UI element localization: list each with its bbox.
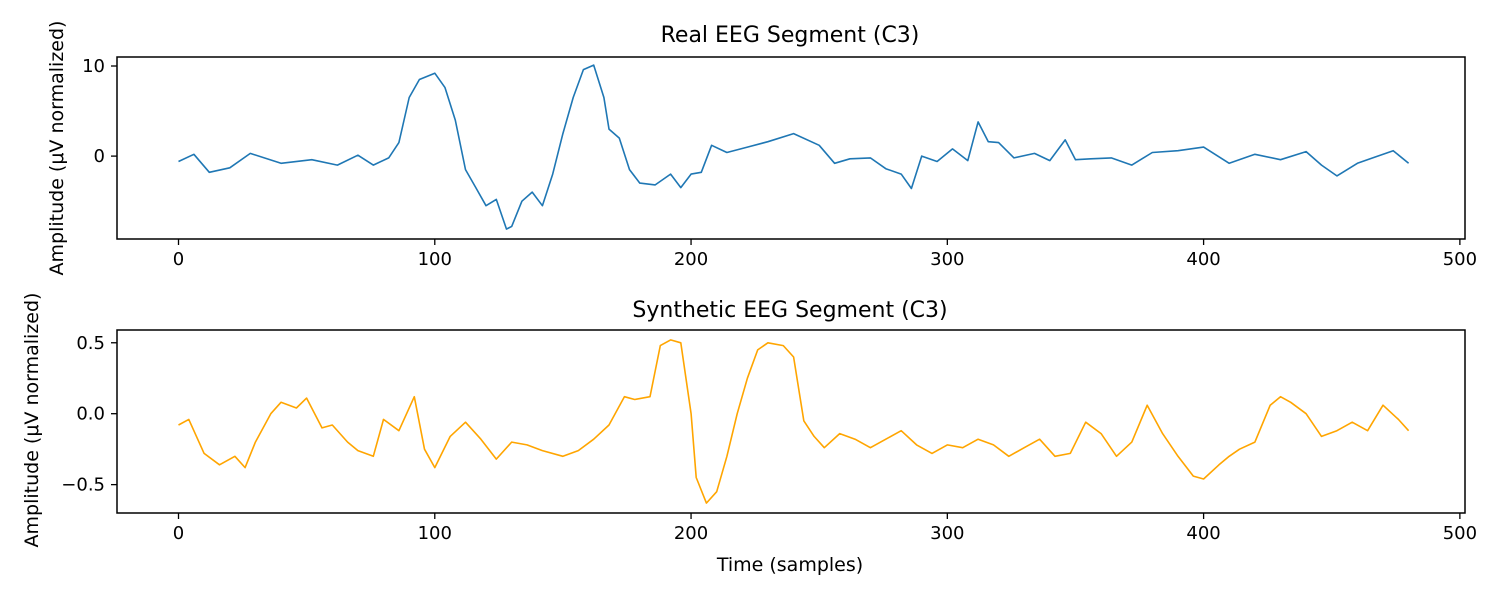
plot-series [178, 64, 1410, 230]
axes-frame [116, 329, 1466, 514]
y-tick-label: 0.0 [76, 404, 105, 425]
y-tick-label: 10 [82, 56, 105, 77]
x-tick-label: 300 [930, 523, 964, 544]
chart-title: Real EEG Segment (C3) [661, 23, 920, 48]
y-tick-label: 0 [94, 146, 105, 167]
x-tick-label: 200 [674, 523, 708, 544]
axis-ticks: 0 100 200 300 400 500 −0.5 0.0 0.5 [61, 333, 1477, 544]
x-tick-label: 0 [173, 249, 184, 270]
axes-frame [116, 56, 1466, 240]
y-axis-label: Amplitude (μV normalized) [46, 21, 68, 276]
x-tick-label: 100 [418, 523, 452, 544]
y-tick-label: −0.5 [61, 475, 105, 496]
x-tick-label: 500 [1443, 249, 1477, 270]
x-tick-label: 500 [1443, 523, 1477, 544]
x-tick-label: 0 [173, 523, 184, 544]
chart-title: Synthetic EEG Segment (C3) [632, 298, 947, 323]
synthetic-eeg-panel: Synthetic EEG Segment (C3) Amplitude (μV… [21, 293, 1477, 576]
y-tick-label: 0.5 [76, 333, 105, 354]
axis-ticks: 0 100 200 300 400 500 0 10 [82, 56, 1477, 270]
x-tick-label: 400 [1186, 523, 1220, 544]
x-tick-label: 200 [674, 249, 708, 270]
real-eeg-panel: Real EEG Segment (C3) Amplitude (μV norm… [46, 21, 1477, 276]
y-axis-label: Amplitude (μV normalized) [21, 293, 43, 548]
plot-series [178, 339, 1410, 504]
x-tick-label: 100 [418, 249, 452, 270]
x-tick-label: 400 [1186, 249, 1220, 270]
series-line [178, 339, 1410, 504]
x-axis-label: Time (samples) [716, 554, 863, 576]
series-line [178, 64, 1410, 230]
x-tick-label: 300 [930, 249, 964, 270]
